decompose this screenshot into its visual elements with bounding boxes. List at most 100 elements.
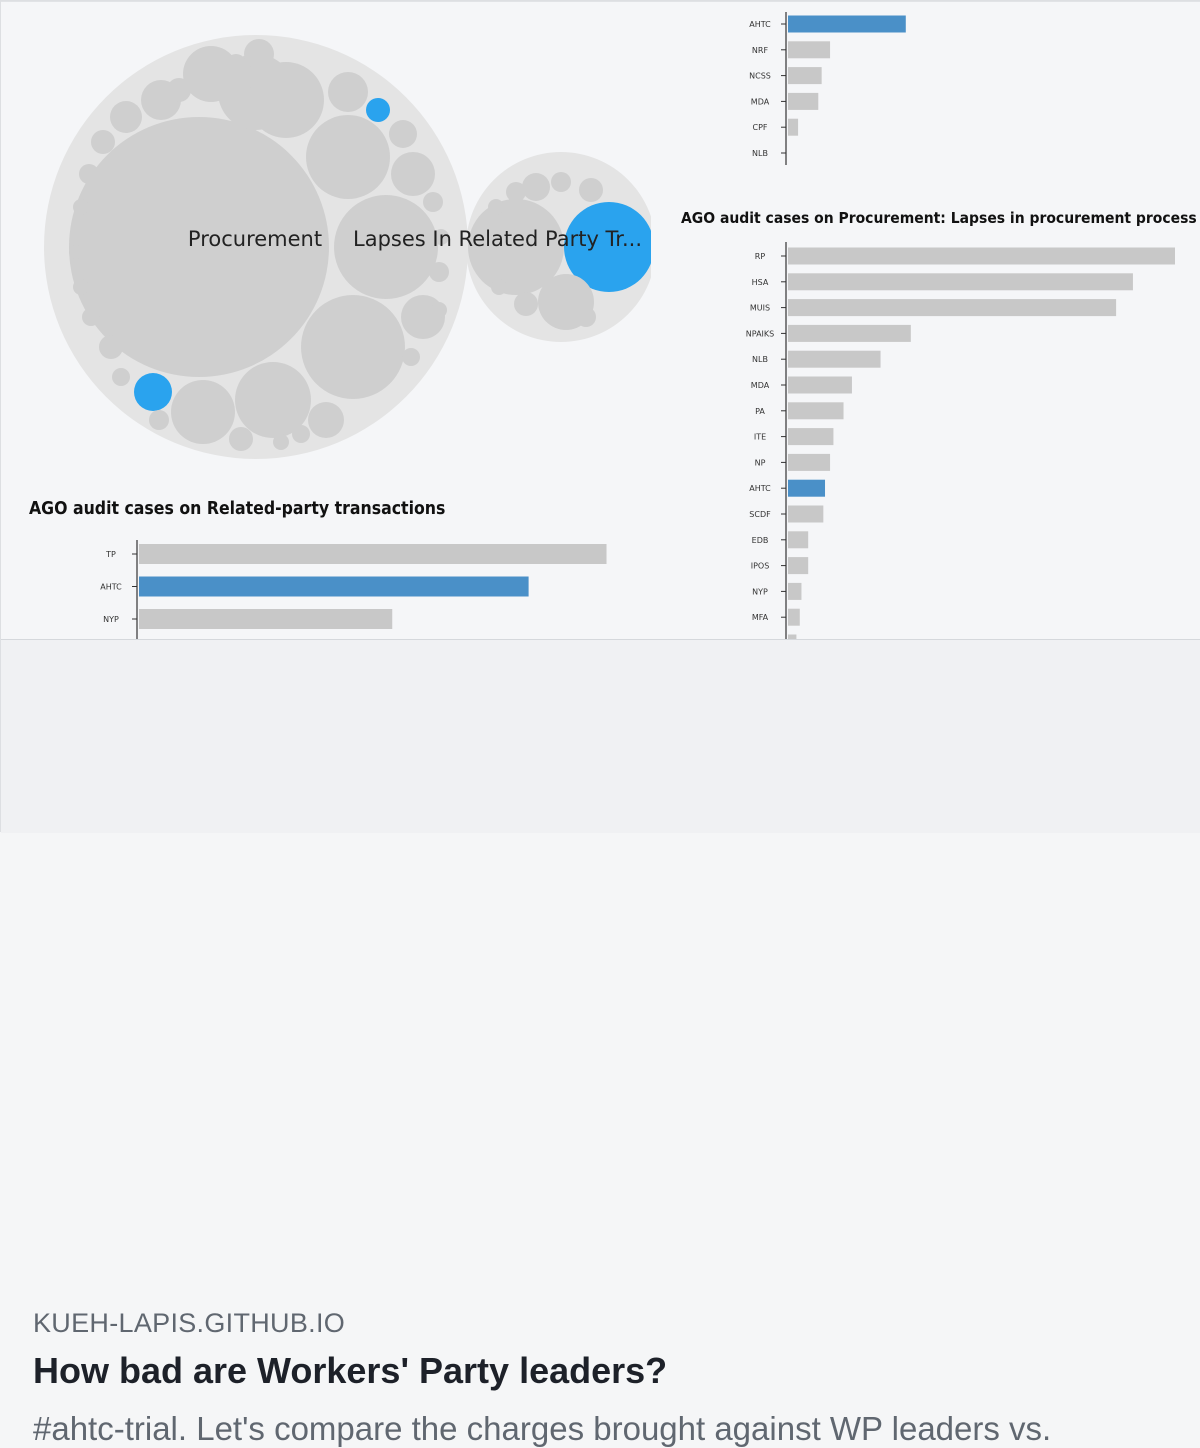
tick-label-nlb: NLB: [752, 355, 768, 364]
bar-ahtc: [788, 479, 826, 497]
bar-np: [788, 453, 831, 471]
bubble: [82, 308, 100, 326]
tick-label-tp: TP: [105, 550, 116, 559]
bubble-highlight: [366, 98, 390, 122]
bar-chart-2: AGO audit cases on Procurement: Lapses i…: [681, 209, 1197, 640]
bubble: [244, 39, 274, 69]
bar-edb: [788, 531, 809, 549]
bar-nyp: [139, 609, 393, 629]
bubble: [171, 380, 235, 444]
preview-image[interactable]: Procurement Lapses In Related Party Tr..…: [1, 1, 1200, 640]
bar-rp: [788, 247, 1175, 265]
bar-chart-3: AGO audit cases on Related-party transac…: [29, 499, 607, 640]
bar-ite: [788, 428, 834, 446]
bar-nyp: [788, 582, 802, 600]
tick-label-ite: ITE: [754, 433, 766, 442]
chart-title: AGO audit cases on Procurement: Lapses i…: [681, 209, 1197, 227]
tick-label-muis: MUIS: [750, 304, 770, 313]
bar-ppppo: [788, 634, 797, 640]
visualization: Procurement Lapses In Related Party Tr..…: [29, 12, 1197, 640]
bar-ncss: [788, 67, 822, 85]
bubble: [328, 72, 368, 112]
tick-label-nrf: NRF: [752, 46, 769, 55]
bubble: [334, 195, 438, 299]
bubble: [514, 292, 538, 316]
bubble: [183, 46, 239, 102]
bar-mda: [788, 92, 819, 110]
bar-cpf: [788, 118, 799, 136]
bar-mda: [788, 376, 852, 394]
bubble: [79, 164, 99, 184]
bar-hsa: [788, 273, 1133, 291]
tick-label-pa: PA: [755, 407, 765, 416]
label-clip: [651, 142, 681, 362]
bubble: [488, 199, 504, 215]
link-headline[interactable]: How bad are Workers' Party leaders?: [33, 1350, 668, 1391]
card-footer[interactable]: KUEH-LAPIS.GITHUB.IO How bad are Workers…: [1, 640, 1200, 1447]
bubble-chart: Procurement Lapses In Related Party Tr..…: [44, 35, 681, 459]
bar-chart-1: AHTC NRF NCSS MDA CPF NLB: [749, 12, 906, 165]
bar-nrf: [788, 41, 831, 59]
link-description: #ahtc-trial. Let's compare the charges b…: [33, 1410, 1052, 1447]
tick-label-ipos: IPOS: [751, 562, 770, 571]
tick-label-mda: MDA: [751, 97, 770, 106]
tick-label-np: NP: [755, 458, 766, 467]
bubble: [308, 402, 344, 438]
bubble: [69, 245, 83, 259]
bubble: [468, 199, 564, 295]
bubble-label-procurement: Procurement: [188, 227, 322, 251]
bar-mfa: [788, 608, 800, 626]
card-divider: [1, 639, 1200, 640]
bubble: [73, 199, 89, 215]
bar-pa: [788, 402, 844, 420]
tick-label-ahtc: AHTC: [749, 484, 771, 493]
tick-label-ahtc: AHTC: [100, 583, 122, 592]
bubble: [576, 307, 596, 327]
bar-tp: [139, 544, 607, 564]
bubble: [433, 229, 449, 245]
bubble: [69, 117, 329, 377]
bubble: [389, 120, 417, 148]
tick-label-mda: MDA: [751, 381, 770, 390]
bubble: [235, 362, 311, 438]
bubble: [491, 279, 507, 295]
bar-scdf: [788, 505, 824, 523]
bubble: [506, 182, 526, 202]
bar-muis: [788, 299, 1117, 317]
bubble: [112, 368, 130, 386]
bubble: [429, 262, 449, 282]
bubble: [73, 279, 89, 295]
bubble: [226, 54, 246, 74]
tick-label-nyp: NYP: [103, 615, 119, 624]
bubble-highlight: [134, 373, 172, 411]
bubble: [301, 295, 405, 399]
bubble: [306, 115, 390, 199]
bubble: [273, 434, 289, 450]
bubble: [292, 425, 310, 443]
tick-label-cpf: CPF: [752, 123, 767, 132]
bubble: [423, 192, 443, 212]
bubble: [522, 173, 550, 201]
tick-label-nyp: NYP: [752, 587, 768, 596]
link-domain: KUEH-LAPIS.GITHUB.IO: [33, 1308, 346, 1338]
bubble: [391, 152, 435, 196]
bar-ahtc: [139, 576, 529, 597]
bubble: [248, 62, 324, 138]
tick-label-npaiks: NPAIKS: [746, 329, 774, 338]
tick-label-edb: EDB: [752, 536, 769, 545]
bar-ipos: [788, 557, 809, 575]
bubble: [551, 172, 571, 192]
bubble-label-related-party: Lapses In Related Party Tr...: [353, 227, 642, 251]
bubble: [91, 130, 115, 154]
bar-ahtc: [788, 15, 906, 33]
tick-label-mfa: MFA: [752, 613, 769, 622]
bar-npaiks: [788, 324, 911, 342]
bubble: [167, 78, 191, 102]
bubble: [110, 101, 142, 133]
bubble: [229, 427, 253, 451]
tick-label-scdf: SCDF: [749, 510, 771, 519]
tick-label-nlb: NLB: [752, 149, 768, 158]
tick-label-ahtc: AHTC: [749, 20, 771, 29]
tick-label-rp: RP: [755, 252, 766, 261]
